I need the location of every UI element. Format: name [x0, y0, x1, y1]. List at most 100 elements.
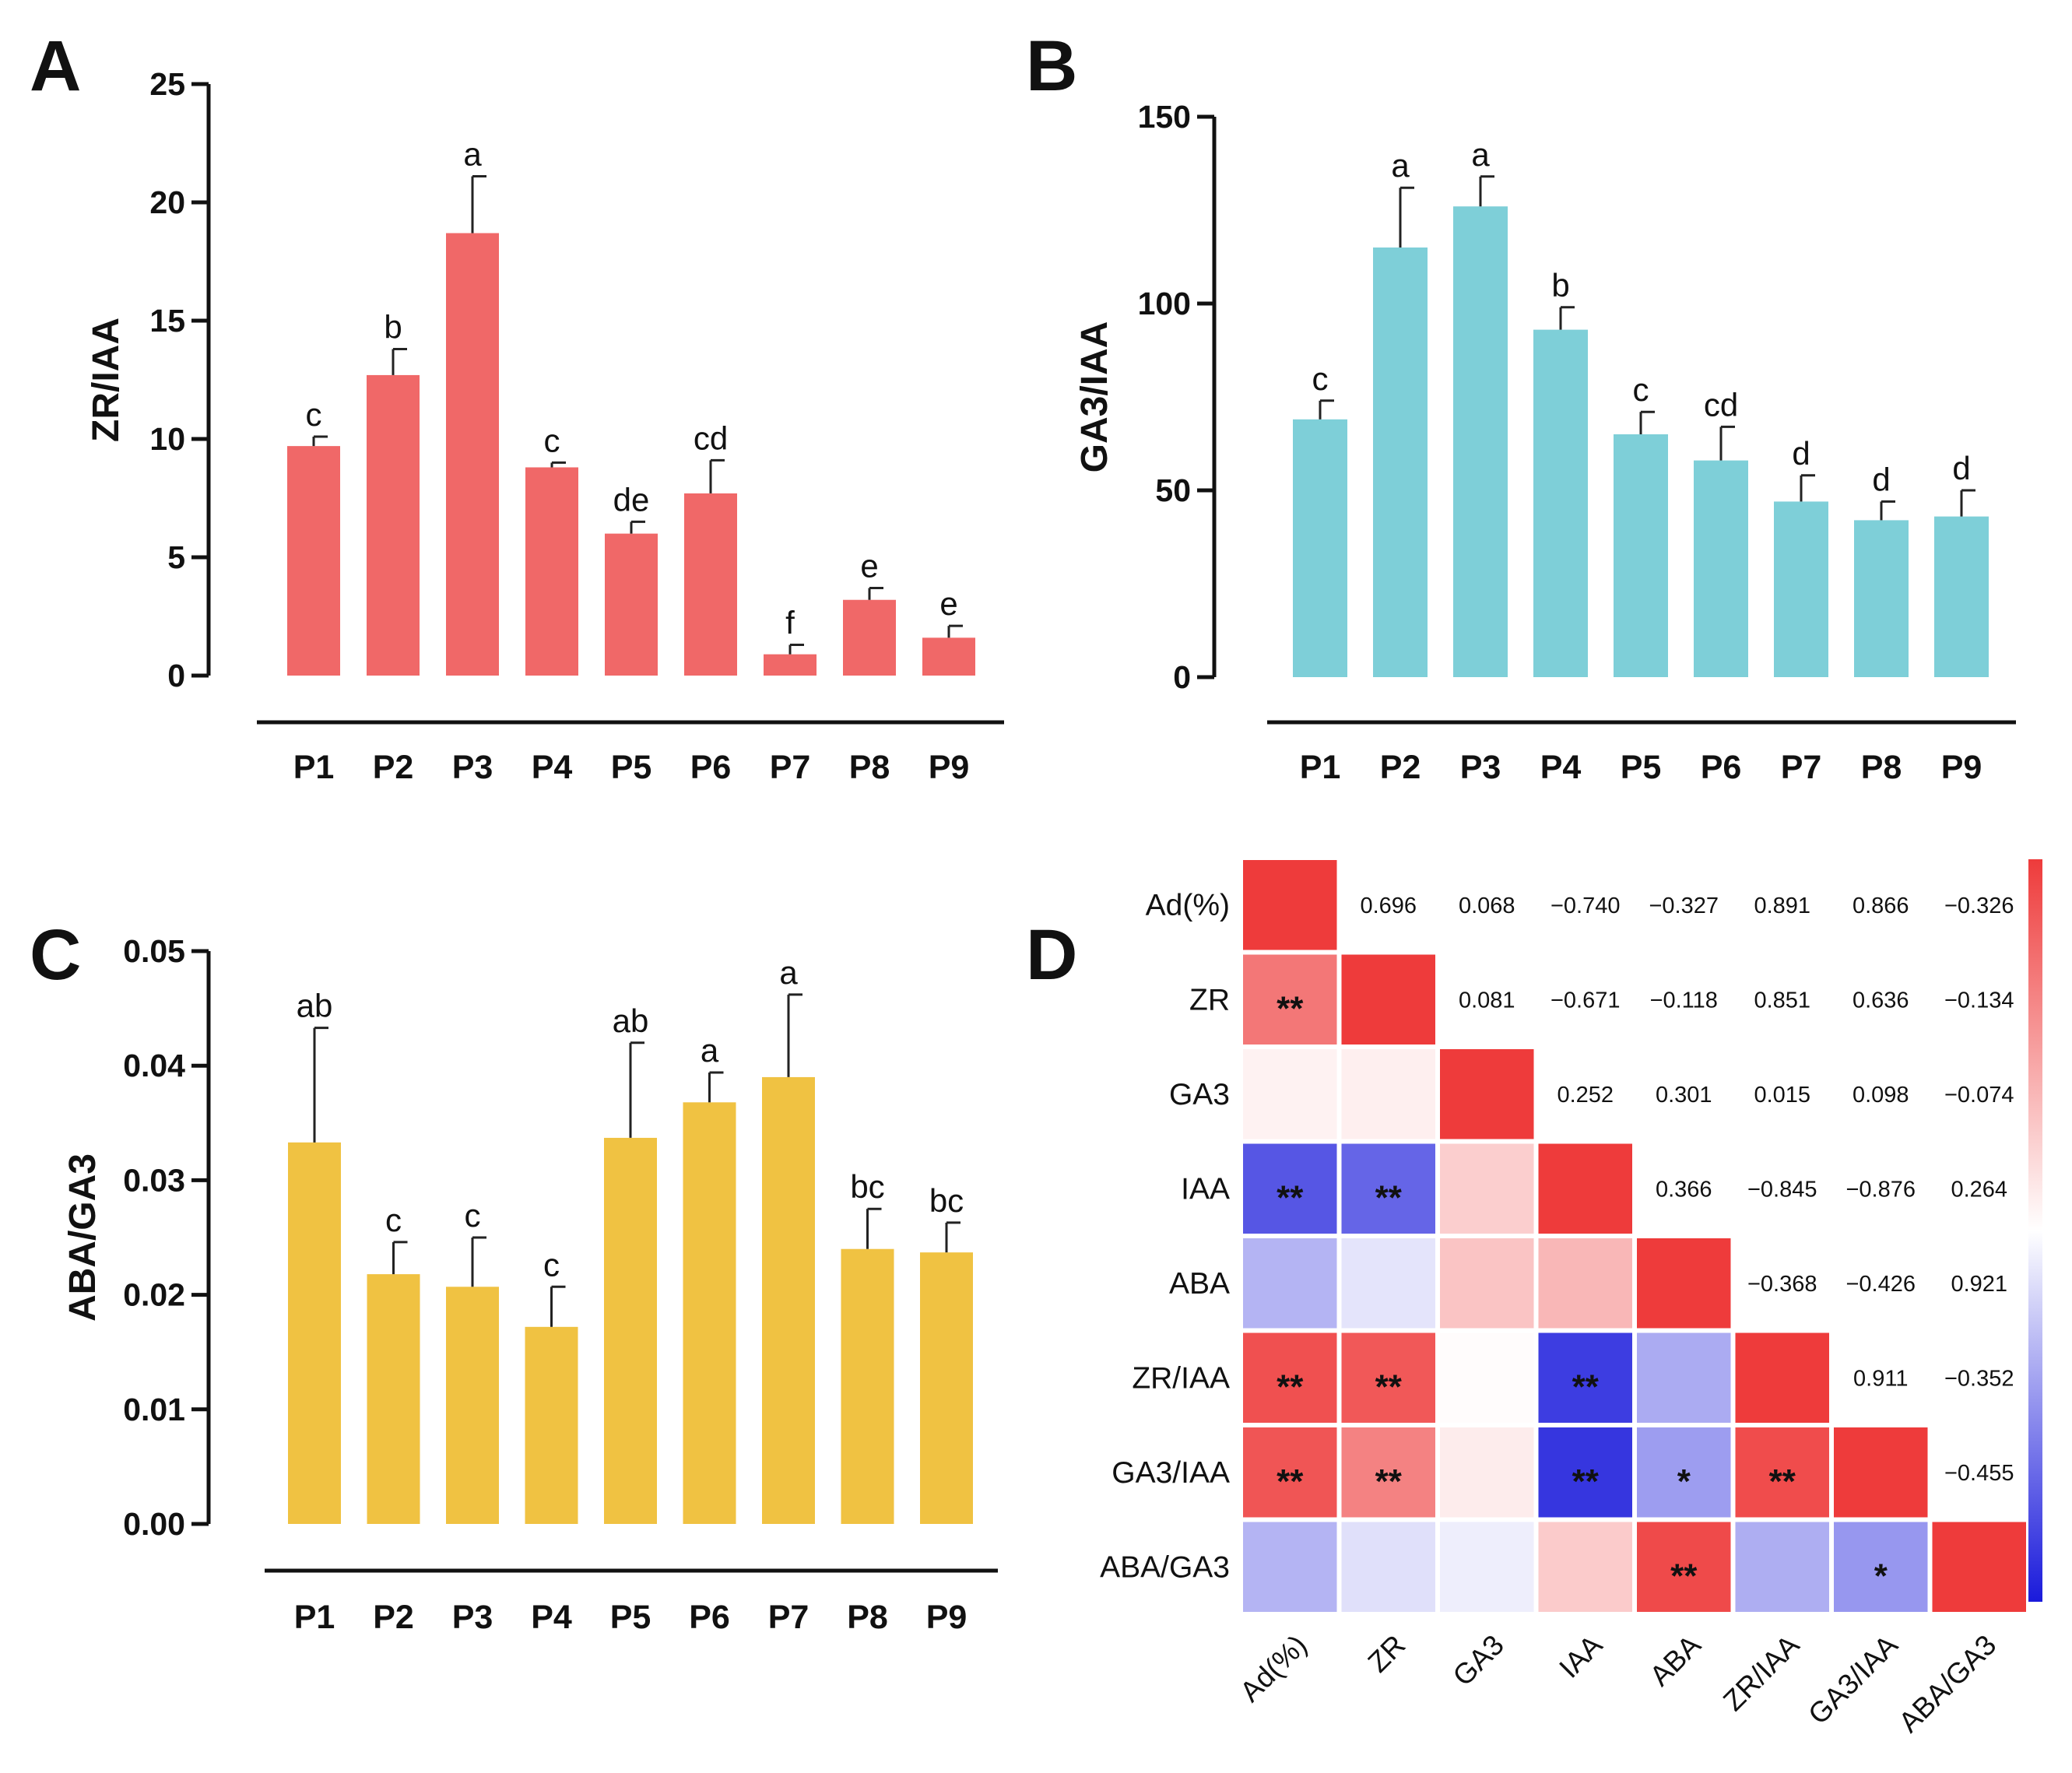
- significance-letter-p5: ab: [613, 1002, 649, 1039]
- column-label: ZR/IAA: [1717, 1628, 1806, 1717]
- significance-letter-p2: c: [385, 1202, 402, 1238]
- panel-d-correlation-heatmap: Ad(%) 0.696 0.068 −0.740 −0.327 0.891 0.866 −0.…: [1100, 859, 2042, 1739]
- x-tick-label-p5: P5: [1621, 749, 1662, 786]
- significance-letter-p9: e: [939, 585, 957, 622]
- heatmap-cell: [1243, 1238, 1337, 1329]
- y-tick-label: 0.00: [123, 1506, 185, 1542]
- row-label: ABA/GA3: [1100, 1550, 1230, 1584]
- correlation-value: 0.015: [1754, 1083, 1810, 1108]
- row-label: GA3: [1169, 1078, 1230, 1111]
- x-tick-label-p1: P1: [294, 1599, 335, 1636]
- y-tick-label: 15: [149, 303, 185, 339]
- bar-p2: [1373, 248, 1428, 677]
- heatmap-cell: [1440, 1143, 1534, 1234]
- bar-p7: [1774, 501, 1828, 677]
- heatmap-cell: [1243, 860, 1337, 950]
- correlation-value: 0.911: [1853, 1366, 1908, 1391]
- correlation-value: −0.134: [1944, 988, 2014, 1013]
- bar-p4: [525, 1326, 578, 1524]
- correlation-value: 0.851: [1754, 988, 1810, 1013]
- x-tick-label-p8: P8: [847, 1599, 888, 1636]
- heatmap-cell: [1243, 1332, 1337, 1423]
- y-tick-label: 150: [1138, 99, 1191, 135]
- significance-stars: **: [1277, 1462, 1304, 1501]
- significance-letter-p5: c: [1633, 371, 1649, 408]
- correlation-value: 0.301: [1656, 1083, 1712, 1108]
- correlation-value: 0.264: [1951, 1177, 2007, 1202]
- significance-letter-p4: c: [544, 422, 560, 458]
- correlation-value: −0.876: [1845, 1177, 1916, 1202]
- y-tick-label: 20: [149, 184, 185, 220]
- heatmap-cell: [1243, 1049, 1337, 1139]
- x-tick-label-p9: P9: [929, 749, 970, 786]
- significance-letter-p6: cd: [694, 420, 728, 456]
- significance-stars: **: [1670, 1557, 1698, 1595]
- heatmap-cell: [1637, 1238, 1731, 1329]
- column-label: IAA: [1553, 1628, 1608, 1683]
- significance-letter-p4: c: [543, 1246, 560, 1283]
- correlation-value: −0.845: [1747, 1177, 1817, 1202]
- correlation-value: 0.636: [1853, 988, 1909, 1013]
- y-tick-label: 0.02: [123, 1277, 185, 1313]
- panel-c-bar-chart: 0.00 0.01 0.02 0.03 0.04 0.05 ABA/GA3 ab P1 c P2 c P…: [62, 933, 998, 1636]
- x-tick-label-p9: P9: [926, 1599, 968, 1636]
- heatmap-cell: [1243, 1143, 1337, 1234]
- significance-letter-p8: d: [1872, 461, 1890, 497]
- significance-letter-p5: de: [613, 481, 650, 518]
- heatmap-cell: [1341, 1238, 1435, 1329]
- heatmap-cell: [1637, 1522, 1731, 1612]
- x-tick-label-p1: P1: [1300, 749, 1341, 786]
- correlation-value: 0.252: [1557, 1083, 1614, 1108]
- heatmap-cell: [1932, 1522, 2026, 1612]
- bar-p5: [604, 1137, 657, 1524]
- heatmap-cell: [1538, 1143, 1632, 1234]
- heatmap-cell: [1440, 1427, 1534, 1518]
- bar-p3: [446, 1287, 499, 1524]
- y-tick-label: 0.05: [123, 933, 185, 969]
- x-tick-label-p5: P5: [610, 1599, 651, 1636]
- significance-stars: *: [1677, 1462, 1691, 1501]
- x-tick-label-p6: P6: [1701, 749, 1742, 786]
- bar-p6: [1694, 460, 1748, 677]
- significance-letter-p8: bc: [850, 1168, 884, 1205]
- x-tick-label-p2: P2: [373, 749, 414, 786]
- heatmap-cell: [1341, 1332, 1435, 1423]
- heatmap-cell: [1440, 1238, 1534, 1329]
- x-tick-label-p1: P1: [293, 749, 335, 786]
- column-label: GA3/IAA: [1802, 1628, 1904, 1730]
- correlation-value: −0.352: [1944, 1366, 2014, 1391]
- bar-p7: [762, 1076, 815, 1524]
- correlation-value: −0.326: [1944, 894, 2014, 918]
- heatmap-cell: [1637, 1427, 1731, 1518]
- panel-b-bar-chart: 0 50 100 150 GA3/IAA c P1 a P2 a P3 b P4 c P5 cd P6 d P7 d P…: [1074, 99, 2016, 786]
- heatmap-cell: [1538, 1238, 1632, 1329]
- significance-letter-p7: f: [785, 604, 795, 641]
- heatmap-cell: [1440, 1522, 1534, 1612]
- y-tick-label: 0.01: [123, 1392, 185, 1427]
- bar-p4: [525, 467, 578, 676]
- y-axis-label: GA3/IAA: [1074, 321, 1115, 473]
- significance-letter-p1: c: [1312, 360, 1329, 397]
- y-tick-label: 25: [149, 66, 185, 102]
- x-tick-label-p4: P4: [1540, 749, 1582, 786]
- significance-letter-p7: d: [1792, 435, 1810, 472]
- significance-stars: **: [1277, 1178, 1304, 1217]
- bar-p4: [1533, 329, 1588, 677]
- x-tick-label-p6: P6: [690, 749, 732, 786]
- row-label: ZR/IAA: [1132, 1361, 1230, 1395]
- x-tick-label-p6: P6: [689, 1599, 730, 1636]
- row-label: ZR: [1189, 983, 1230, 1016]
- x-tick-label-p2: P2: [1380, 749, 1421, 786]
- correlation-value: 0.866: [1853, 894, 1909, 918]
- row-label: ABA: [1169, 1267, 1230, 1301]
- x-tick-label-p8: P8: [1861, 749, 1902, 786]
- column-label: Ad(%): [1234, 1629, 1313, 1708]
- heatmap-cell: [1735, 1522, 1829, 1612]
- heatmap-cell: [1440, 1049, 1534, 1139]
- panel-letter-d: D: [1026, 915, 1077, 995]
- bar-p1: [288, 1142, 341, 1524]
- y-axis-label: ABA/GA3: [62, 1153, 104, 1322]
- bar-p9: [922, 637, 975, 676]
- significance-stars: **: [1572, 1462, 1600, 1501]
